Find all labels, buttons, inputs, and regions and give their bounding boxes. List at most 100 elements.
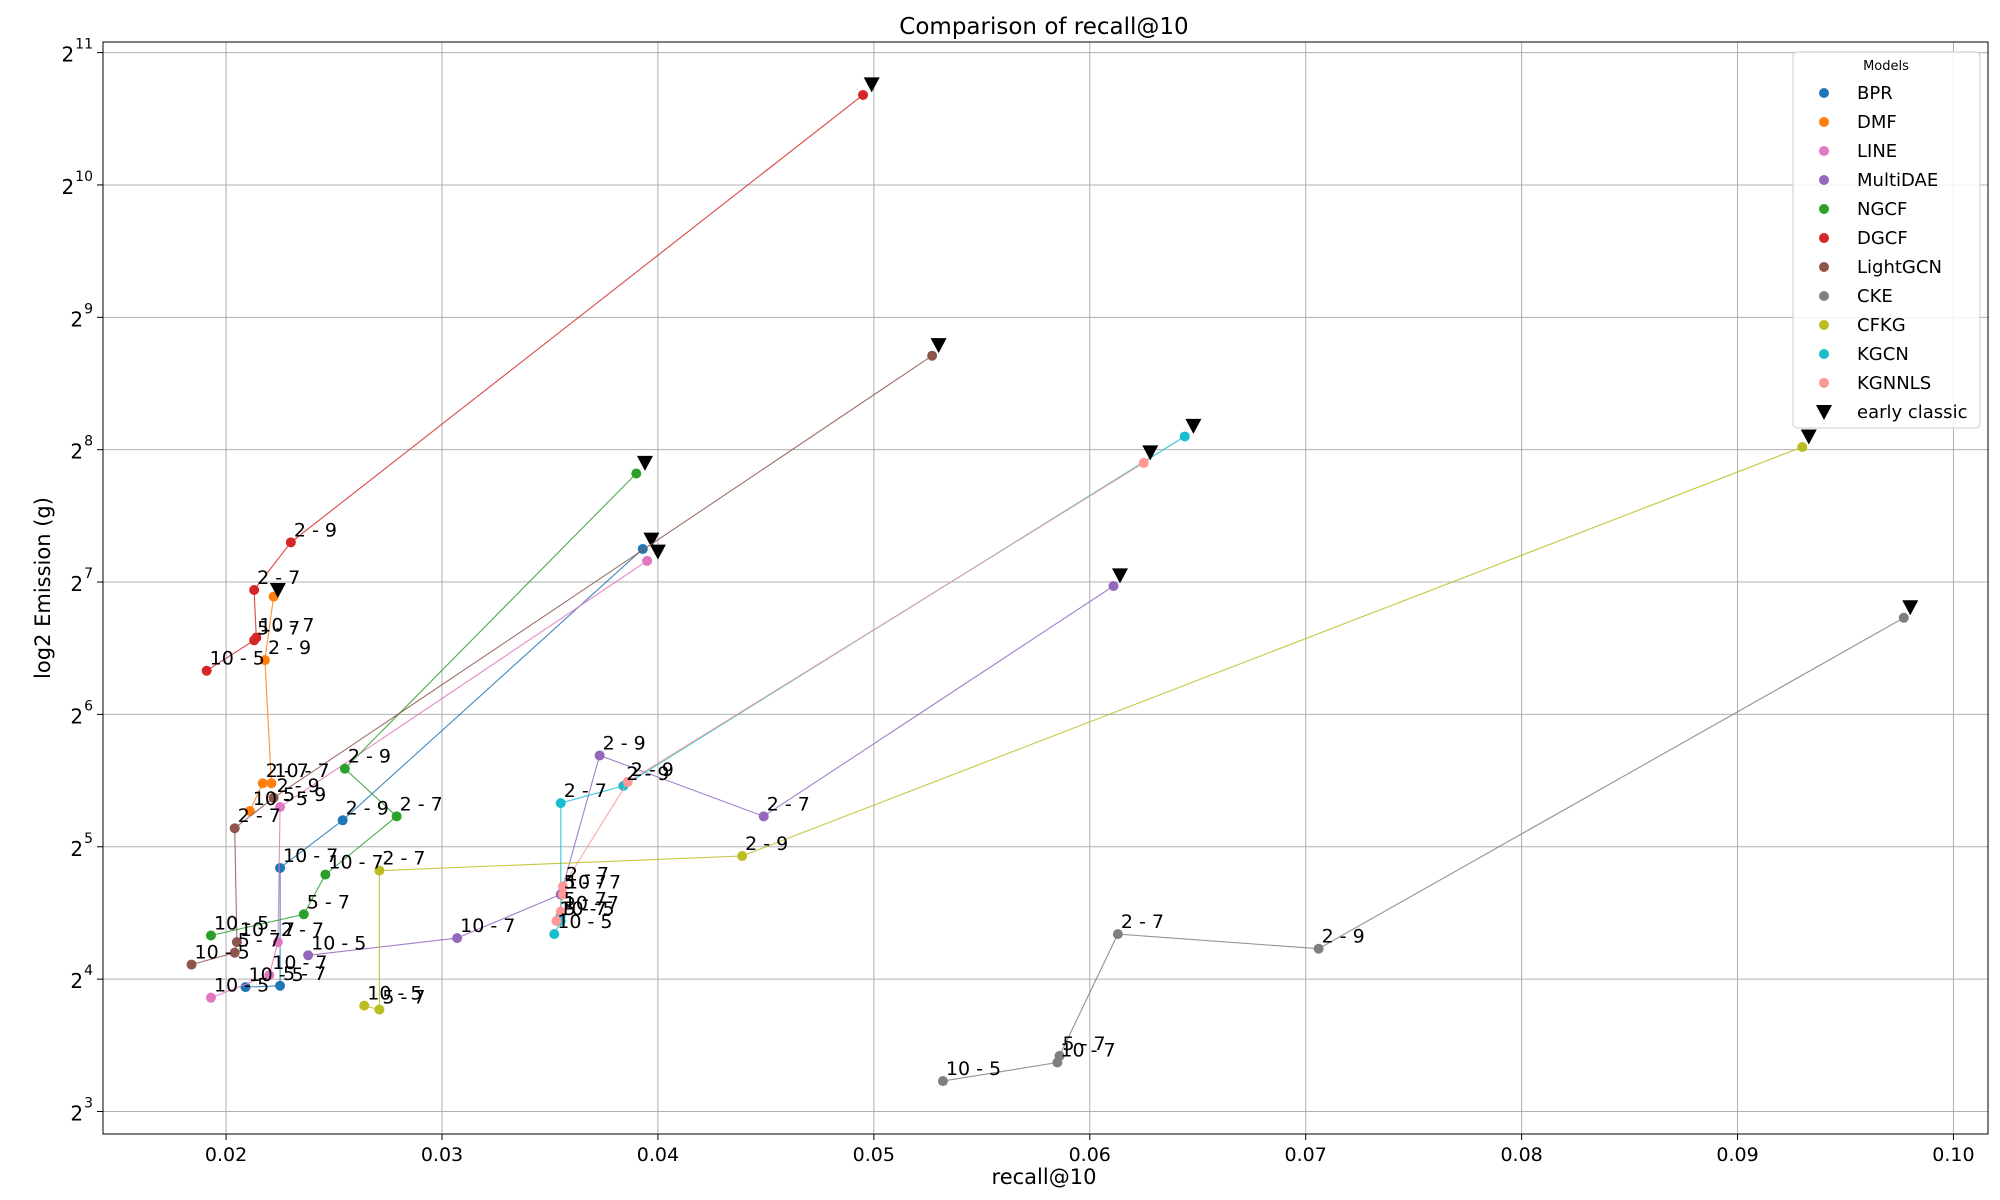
early-classic-marker-multidae	[1111, 568, 1128, 584]
point-label-lightgcn: 10 - 7	[240, 919, 295, 941]
data-point-dmf	[266, 778, 277, 789]
data-point-multidae	[594, 750, 605, 761]
point-label-dmf: 2 - 9	[268, 637, 311, 659]
point-label-lightgcn: 2 - 7	[238, 805, 281, 827]
legend-marker-early-classic	[1816, 405, 1832, 420]
data-point-ngcf	[631, 468, 642, 479]
series-layer	[186, 77, 1919, 1087]
data-point-lightgcn	[231, 937, 242, 948]
point-labels: 10 - 55 - 710 - 72 - 910 - 52 - 710 - 72…	[195, 519, 1365, 1080]
legend-label-cke: CKE	[1857, 286, 1893, 307]
legend-marker-ngcf	[1819, 204, 1829, 214]
point-label-dgcf: 2 - 7	[257, 567, 300, 589]
y-tick-label: 82	[70, 434, 93, 464]
legend-marker-line	[1819, 146, 1829, 156]
data-point-lightgcn	[229, 947, 240, 958]
series-line-lightgcn	[191, 355, 933, 966]
data-point-cke	[1054, 1050, 1065, 1061]
data-point-ngcf	[298, 909, 309, 920]
series-line-dgcf	[206, 94, 864, 672]
x-tick-label: 0.06	[1069, 1144, 1111, 1166]
point-label-kgnnls: 10 - 7	[566, 871, 621, 893]
data-point-cke	[1112, 929, 1123, 940]
point-label-dgcf: 10 - 7	[259, 615, 314, 637]
data-point-ngcf	[320, 869, 331, 880]
series-cke	[937, 600, 1919, 1087]
legend-label-dgcf: DGCF	[1857, 228, 1908, 249]
series-line-multidae	[308, 585, 1114, 956]
legend-label-multidae: MultiDAE	[1857, 170, 1938, 191]
early-classic-marker-dmf	[269, 582, 286, 598]
data-point-cfkg	[374, 865, 385, 876]
point-label-lightgcn: 2 - 9	[277, 775, 320, 797]
data-point-dgcf	[285, 537, 296, 548]
data-point-bpr	[337, 815, 348, 826]
data-point-line	[275, 802, 286, 813]
point-label-multidae: 10 - 5	[311, 932, 366, 954]
point-label-ngcf: 2 - 7	[400, 793, 443, 815]
data-point-cfkg	[374, 1004, 385, 1015]
data-point-multidae	[452, 933, 463, 944]
y-tick-label: 102	[61, 169, 93, 199]
data-point-line	[642, 555, 653, 566]
point-label-dmf: 2 - 7	[266, 760, 309, 782]
legend-marker-dgcf	[1819, 233, 1829, 243]
legend: Models BPR DMF LINE MultiDAE NGCF DGCF LightGC…	[1792, 51, 1981, 429]
point-label-kgcn: 10 - 7	[564, 893, 619, 915]
data-point-dgcf	[251, 632, 262, 643]
early-classic-marker-cfkg	[1800, 429, 1817, 445]
data-point-lightgcn	[927, 350, 938, 361]
point-label-cke: 10 - 5	[946, 1058, 1001, 1080]
y-tick-exponent: 4	[84, 963, 93, 979]
series-line	[205, 544, 666, 1003]
legend-label-lightgcn: LightGCN	[1857, 257, 1942, 278]
point-label-kgnnls: 2 - 9	[631, 759, 674, 781]
point-label-cke: 2 - 7	[1121, 911, 1164, 933]
point-label-lightgcn: 5 - 7	[238, 930, 281, 952]
point-label-kgcn: 2 - 7	[564, 780, 607, 802]
point-label-kgcn: 5 - 7	[564, 898, 607, 920]
data-point-cke	[1313, 943, 1324, 954]
legend-label-cfkg: CFKG	[1857, 315, 1906, 336]
data-point-dgcf	[201, 665, 212, 676]
y-tick-base: 2	[70, 704, 83, 728]
legend-marker-cke	[1819, 291, 1829, 301]
data-point-kgnnls	[551, 915, 562, 926]
legend-label-line: LINE	[1857, 141, 1897, 162]
y-tick-base: 2	[70, 1101, 83, 1125]
y-tick-label: 62	[70, 698, 93, 728]
plot-frame	[102, 41, 1989, 1135]
legend-label-dmf: DMF	[1857, 112, 1897, 133]
legend-marker-bpr	[1819, 88, 1829, 98]
y-tick-base: 2	[70, 837, 83, 861]
point-label-kgnnls: 5 - 7	[564, 889, 607, 911]
legend-marker-kgnnls	[1819, 378, 1829, 388]
point-label-cfkg: 10 - 5	[367, 983, 422, 1005]
x-tick-label: 0.10	[1932, 1144, 1974, 1166]
point-label-dgcf: 2 - 9	[294, 519, 337, 541]
series-kgcn	[549, 418, 1202, 940]
point-label-line: 10 - 7	[272, 952, 327, 974]
legend-marker-kgcn	[1819, 349, 1829, 359]
legend-items: BPR DMF LINE MultiDAE NGCF DGCF LightGCN CKE CFK…	[1816, 83, 1967, 423]
point-label-kgcn: 2 - 9	[626, 763, 669, 785]
y-tick-label: 42	[70, 963, 93, 993]
data-point-dmf	[257, 778, 268, 789]
early-classic-marker-dgcf	[863, 77, 880, 93]
early-classic-marker-kgnnls	[1142, 445, 1159, 461]
data-point-cke	[937, 1076, 948, 1087]
data-point-multidae	[758, 811, 769, 822]
point-label-kgcn: 10 - 5	[557, 911, 612, 933]
series-lightgcn	[186, 338, 947, 970]
data-point-cfkg	[359, 1000, 370, 1011]
data-point-kgcn	[555, 798, 566, 809]
series-line-ngcf	[210, 473, 637, 937]
y-tick-label: 92	[70, 301, 93, 331]
data-point-multidae	[1108, 581, 1119, 592]
legend-box	[1792, 51, 1981, 429]
point-label-dgcf: 10 - 5	[210, 648, 265, 670]
data-point-multidae	[303, 950, 314, 961]
legend-label-bpr: BPR	[1857, 83, 1893, 104]
y-tick-label: 32	[70, 1095, 93, 1125]
